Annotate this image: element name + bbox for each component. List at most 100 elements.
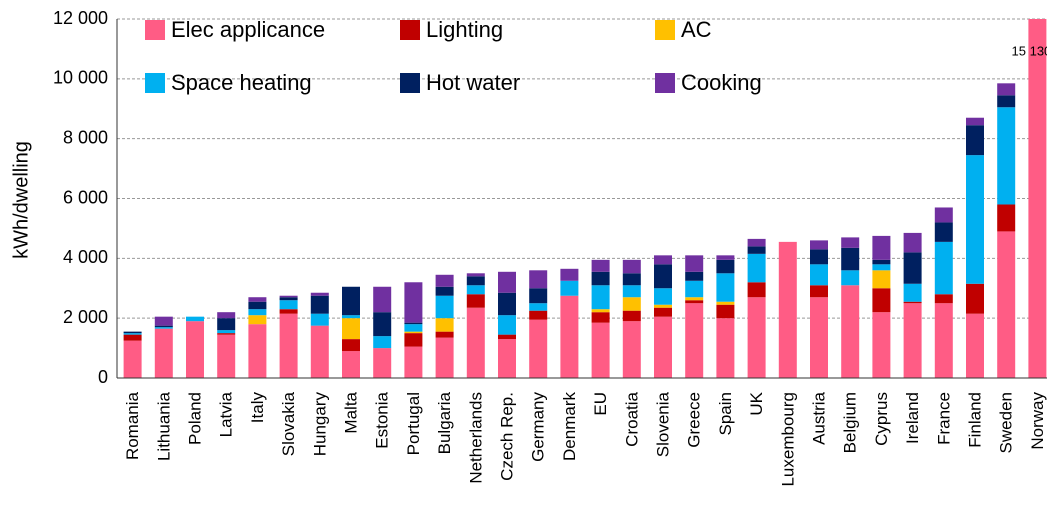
x-tick-label: Latvia [217,391,236,437]
bar-segment [747,282,766,298]
y-tick-label: 10 000 [53,68,108,88]
bar-segment [997,83,1016,96]
x-tick-label: Malta [341,391,360,433]
y-tick-label: 6 000 [63,187,108,207]
bar-segment [685,271,704,281]
bar-segment [934,303,953,378]
bar-segment [123,340,142,378]
bar-segment [217,334,236,378]
x-tick-label: Greece [685,392,704,448]
x-tick-label: Luxembourg [778,392,797,487]
bar-segment [279,300,298,310]
bar-segment [279,295,298,298]
bar-segment [279,309,298,314]
bar-segment [435,274,454,287]
bar-segment [841,285,860,378]
bar-segment [342,351,360,378]
bar-segment [716,259,735,274]
bar-segment [466,285,485,295]
bar-segment [123,331,142,334]
bar-segment [217,312,236,319]
bar-segment [810,249,828,265]
x-tick-label: Denmark [560,392,579,461]
bar-segment [498,315,516,335]
bar-segment [966,117,984,126]
bar-segment [591,271,610,286]
x-tick-label: Spain [716,392,735,435]
bar-segment [966,313,984,378]
bar-segment [622,321,641,378]
bar-segment [622,310,641,322]
bar-segment [154,325,173,328]
bar-segment [934,241,953,295]
x-tick-label: Lithuania [154,391,173,461]
bar-segment [466,307,485,378]
x-tick-label: UK [747,391,766,415]
bar-segment [404,282,423,323]
bar-segment [903,252,922,284]
bar-segment [154,328,173,378]
x-tick-label: Slovakia [279,391,298,456]
bar-segment [123,334,142,341]
y-tick-label: 12 000 [53,8,108,28]
bar-segment [934,294,953,304]
bar-segment [186,316,204,322]
bar-segment [217,318,236,331]
bar-segment [217,330,236,334]
x-tick-label: Italy [248,392,267,424]
bar-segment [841,270,860,286]
legend-swatch [400,73,420,93]
bar-segment [435,286,454,296]
bar-segment [747,297,766,378]
bar-segment [841,237,860,248]
bar-segment [186,321,204,378]
legend-label: Space heating [171,70,312,95]
x-tick-label: Austria [809,391,828,444]
bar-segment [529,310,548,320]
bar-segment [997,95,1016,108]
bar-segment [872,264,891,271]
bar-segment [498,271,516,293]
bar-segment [716,318,735,378]
bar-segment [872,270,891,289]
bar-segment [654,307,672,317]
bar-segment [934,207,953,223]
x-tick-label: Belgium [841,392,860,453]
bar-segment [622,273,641,286]
bar-segment [248,301,267,310]
bar-segment [966,283,984,314]
bar-segment [872,312,891,378]
bar-segment [404,322,423,325]
x-tick-label: France [934,392,953,445]
bar-segment [654,304,672,308]
legend-label: Lighting [426,17,503,42]
y-tick-label: 0 [98,367,108,387]
bar-segment [435,318,454,332]
bar-segment [716,273,735,302]
x-tick-label: Germany [529,392,548,462]
bar-segment [404,333,423,347]
x-tick-label: Czech Rep. [497,392,516,481]
bar-segment [498,339,516,378]
bar-segment [903,232,922,253]
x-tick-label: Sweden [997,392,1016,453]
value-label: 15 130 [1012,43,1047,58]
bar-segment [841,247,860,271]
bar-segment [373,312,392,337]
bar-segment [560,268,579,281]
bar-segment [903,303,922,378]
bar-segment [591,322,610,378]
bar-segment [685,300,704,304]
x-tick-label: Netherlands [466,392,485,484]
bar-segment [810,297,828,378]
bar-segment [248,315,267,325]
bar-segment [716,255,735,260]
bar-segment [373,336,392,349]
bar-segment [154,316,173,326]
bar-segment [903,283,922,302]
legend-swatch [145,73,165,93]
legend-label: AC [681,17,712,42]
bar-segment [747,253,766,283]
bar-segment [810,264,828,286]
